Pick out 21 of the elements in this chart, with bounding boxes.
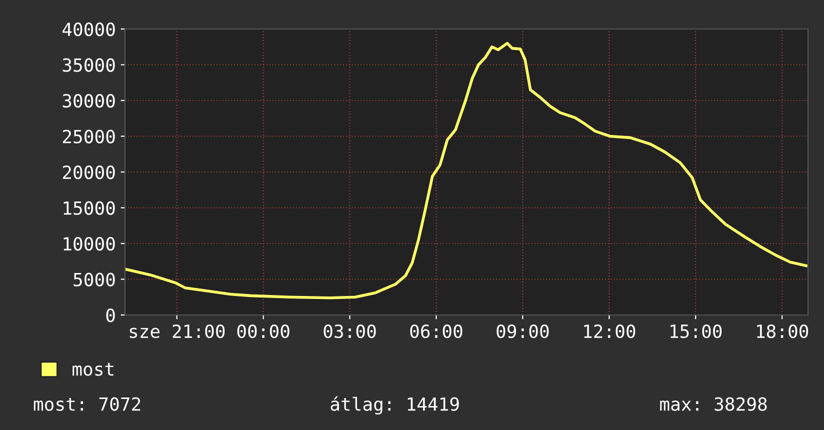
text: átlag: 14419 — [330, 396, 459, 415]
y-tick-label: 40000 — [62, 22, 115, 36]
x-tick-label: sze 21:00 — [130, 324, 225, 338]
y-tick-label: 35000 — [62, 58, 115, 72]
y-tick-label: 15000 — [64, 201, 115, 215]
y-tick-label: 25000 — [62, 130, 115, 144]
text: max: 38298 — [660, 397, 767, 411]
y-tick-label: 20000 — [62, 166, 115, 180]
x-tick-label: 03:00 — [324, 324, 376, 338]
x-tick-label: 12:00 — [584, 324, 636, 338]
x-tick-label: 06:00 — [410, 324, 462, 338]
y-tick-label: 5000 — [74, 272, 115, 286]
x-tick-label: 18:00 — [757, 324, 808, 338]
x-tick-label: 09:00 — [496, 324, 549, 338]
legend-label: most — [72, 362, 114, 376]
y-tick-label: 0 — [106, 308, 115, 322]
text: most: 7072 — [34, 397, 140, 411]
y-tick-label: 30000 — [62, 94, 115, 108]
x-tick-label: 15:00 — [670, 324, 722, 338]
x-tick-label: 00:00 — [237, 324, 290, 338]
y-tick-label: 10000 — [64, 237, 115, 251]
